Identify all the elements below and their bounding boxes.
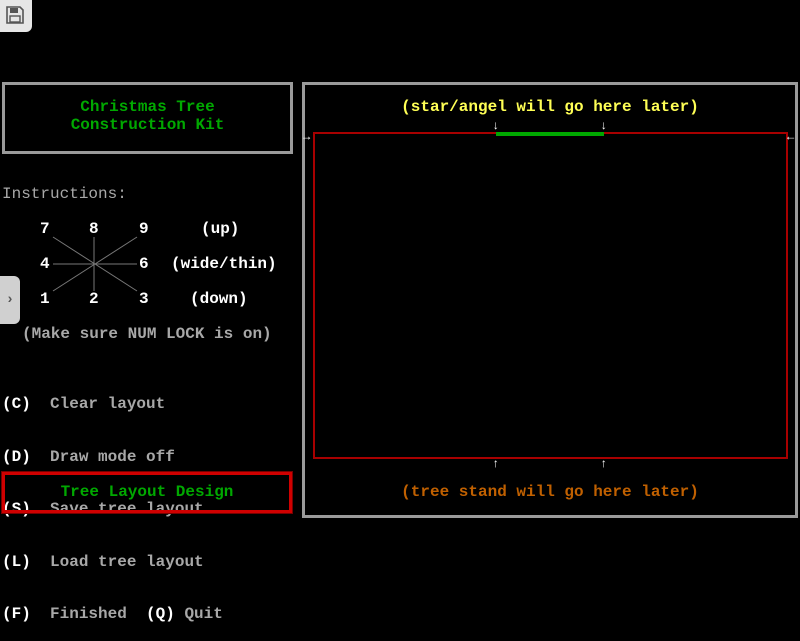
floppy-disk-icon <box>6 6 24 24</box>
numpad-key-8: 8 <box>89 220 99 238</box>
title-line-2: Construction Kit <box>70 116 225 134</box>
menu-label: Draw mode off <box>50 447 175 466</box>
numpad-diagram <box>52 236 138 292</box>
numpad-key-9: 9 <box>139 220 149 238</box>
menu-label: Load tree layout <box>50 552 204 571</box>
chevron-right-icon: › <box>5 292 15 308</box>
menu-key: (F) <box>2 605 31 623</box>
diagram-line-diag2 <box>52 236 138 292</box>
menu-item-clear[interactable]: (C) Clear layout <box>2 395 223 414</box>
tree-layout-segment <box>496 132 604 136</box>
numpad-key-3: 3 <box>139 290 149 308</box>
menu-key: (Q) <box>146 605 175 623</box>
menu-label: Finished <box>50 605 127 623</box>
numpad-key-7: 7 <box>40 220 50 238</box>
menu-item-finished[interactable]: (F) Finished (Q) Quit <box>2 605 223 624</box>
menu-item-draw-mode[interactable]: (D) Draw mode off <box>2 447 223 467</box>
menu-label: Clear layout <box>50 395 166 413</box>
numlock-note: (Make sure NUM LOCK is on) <box>22 325 272 343</box>
stand-placeholder-note: (tree stand will go here later) <box>401 483 699 501</box>
title-line-1: Christmas Tree <box>80 98 215 116</box>
save-button[interactable] <box>0 0 32 32</box>
numpad-key-6: 6 <box>139 255 149 273</box>
mode-box: Tree Layout Design <box>2 472 292 513</box>
label-wide-thin: (wide/thin) <box>171 255 277 273</box>
arrow-up-icon: ↑ <box>600 457 608 471</box>
menu-label: Save tree layout <box>50 500 204 518</box>
tree-canvas-panel <box>302 82 798 518</box>
menu-key: (S) <box>2 500 31 518</box>
menu-key: (L) <box>2 552 31 571</box>
menu-item-load[interactable]: (L) Load tree layout <box>2 552 223 572</box>
numpad-key-2: 2 <box>89 290 99 308</box>
menu-key: (C) <box>2 395 31 413</box>
tree-drawing-area[interactable] <box>313 132 788 459</box>
arrow-down-icon: ↓ <box>492 119 500 133</box>
menu-key: (D) <box>2 447 31 466</box>
numpad-key-1: 1 <box>40 290 50 308</box>
arrow-right-icon: → <box>303 130 311 144</box>
menu-item-quit[interactable]: (Q) Quit <box>146 605 223 623</box>
menu-item-save[interactable]: (S) Save tree layout <box>2 500 223 519</box>
label-up: (up) <box>201 220 240 238</box>
numpad-key-4: 4 <box>40 255 50 273</box>
star-placeholder-note: (star/angel will go here later) <box>401 98 699 116</box>
arrow-down-icon: ↓ <box>600 119 608 133</box>
instructions-heading: Instructions: <box>2 185 127 203</box>
title-box: Christmas Tree Construction Kit <box>2 82 293 154</box>
side-panel-toggle[interactable]: › <box>0 276 20 324</box>
arrow-up-icon: ↑ <box>492 457 500 471</box>
label-down: (down) <box>190 290 248 308</box>
arrow-left-icon: ← <box>787 130 795 144</box>
menu-label: Quit <box>184 605 223 623</box>
mode-label: Tree Layout Design <box>60 483 234 501</box>
